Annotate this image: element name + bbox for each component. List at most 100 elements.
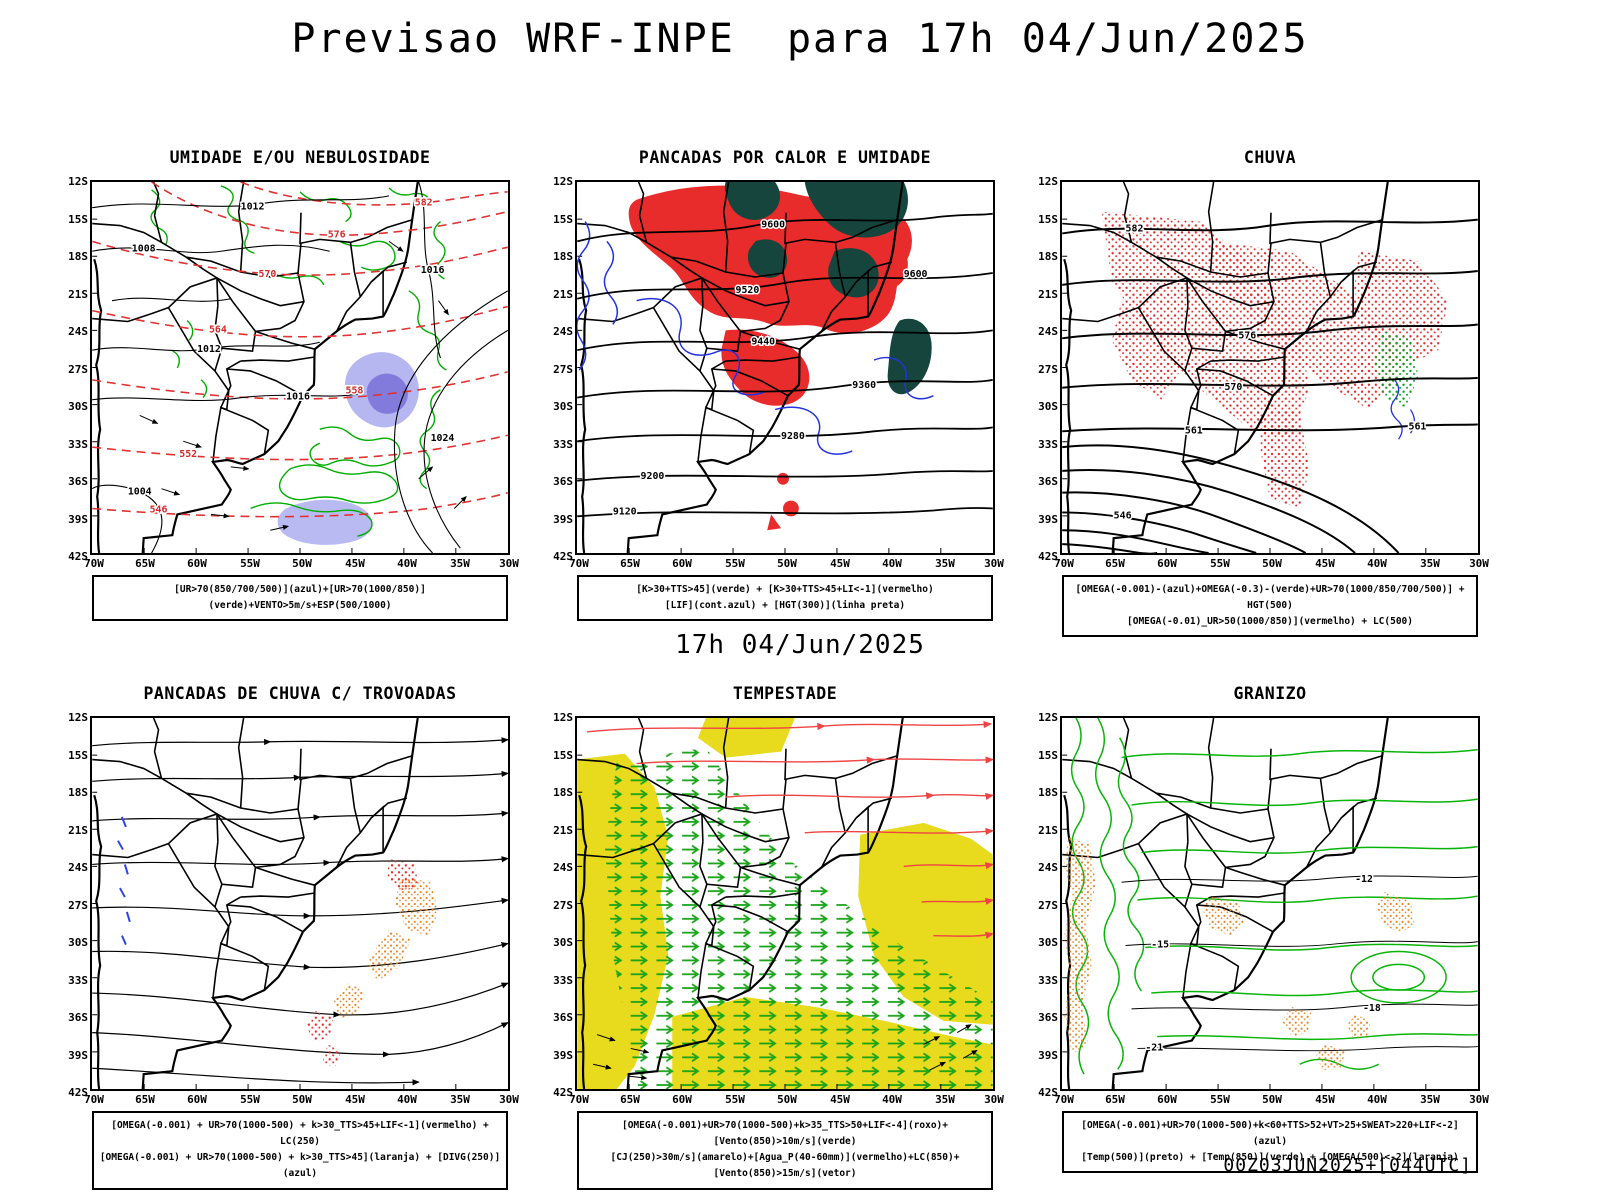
lon-tick-label: 60W [1157,1093,1177,1106]
lon-tick-label: 45W [1315,1093,1335,1106]
lat-axis: 12S 15S 18S 21S 24S 27S 30S 33S 36S 39S 42S [543,175,573,563]
omega-stipple-orange [1064,836,1415,1071]
lat-axis: 12S 15S 18S 21S 24S 27S 30S 33S 36S 39S 42S [543,711,573,1099]
lat-tick-label: 39S [68,1049,88,1062]
svg-text:1024: 1024 [431,433,455,444]
panel-title: GRANIZO [1233,684,1307,703]
lat-tick-label: 18S [1038,786,1058,799]
caption-line: [OMEGA(-0.001)+UR>70(1000-500)+k>35_TTS>… [621,1120,948,1148]
lat-tick-label: 12S [1038,175,1058,188]
lon-tick-label: 30W [984,1093,1004,1106]
lat-tick-label: 36S [68,475,88,488]
lat-tick-label: 27S [553,363,573,376]
svg-text:546: 546 [1114,510,1132,521]
lat-tick-label: 21S [1038,288,1058,301]
lat-tick-label: 12S [553,175,573,188]
lon-tick-label: 35W [1420,557,1440,570]
svg-text:1016: 1016 [421,265,445,276]
svg-text:9600: 9600 [761,220,785,231]
streamlines-black [92,737,508,1086]
lat-tick-label: 18S [553,250,573,263]
panel-umidade: UMIDADE E/OU NEBULOSIDADE 12S 15S 18S 21S 24… [56,148,519,622]
map-frame: 12S 15S 18S 21S 24S 27S 30S 33S 36S 39S 42S [68,175,519,570]
caption-line: [OMEGA(-0.01)_UR>50(1000/850)](vermelho)… [1127,616,1413,628]
lat-tick-label: 15S [68,749,88,762]
hgt300-contours-black [577,212,993,518]
map-chuva: 582 576 570 561 546 561 [1062,182,1478,553]
lat-axis: 12S 15S 18S 21S 24S 27S 30S 33S 36S 39S 42S [1028,711,1058,1099]
lat-tick-label: 30S [553,400,573,413]
lat-tick-label: 39S [1038,1049,1058,1062]
svg-text:1012: 1012 [241,202,265,213]
lat-tick-label: 42S [553,1086,573,1099]
svg-text:558: 558 [346,386,364,397]
svg-text:-18: -18 [1363,1003,1381,1014]
lat-tick-label: 15S [1038,213,1058,226]
map-frame: 12S 15S 18S 21S 24S 27S 30S 33S 36S 39S 42S [1038,711,1489,1106]
lon-tick-label: 50W [1262,557,1282,570]
lat-tick-label: 36S [1038,1011,1058,1024]
lon-tick-label: 65W [135,557,155,570]
thickness-contours-red [92,182,508,518]
lat-tick-label: 42S [68,550,88,563]
lon-tick-label: 40W [1367,1093,1387,1106]
green-humidity-contours [150,185,447,537]
svg-text:1004: 1004 [128,487,152,498]
lon-tick-label: 70W [84,1093,104,1106]
caption-line: [UR>70(850/700/500)](azul)+[UR>70(1000/8… [174,584,426,612]
forecast-subtitle: 17h 04/Jun/2025 [675,630,925,660]
lon-tick-label: 40W [397,557,417,570]
map-frame: 12S 15S 18S 21S 24S 27S 30S 33S 36S 39S 42S [553,175,1004,570]
contour-labels: 1012 1016 1008 1012 1016 1024 1004 582 5… [126,196,456,517]
lon-tick-label: 55W [1210,1093,1230,1106]
svg-text:9280: 9280 [781,431,805,442]
lat-tick-label: 36S [553,475,573,488]
caption-line: [OMEGA(-0.001)+UR>70(1000-500)+k<60+TTS>… [1081,1120,1459,1148]
lat-tick-label: 21S [68,288,88,301]
lat-tick-label: 24S [68,325,88,338]
map-frame: 12S 15S 18S 21S 24S 27S 30S 33S 36S 39S 42S [553,711,1004,1106]
lif-contours-blue [577,221,934,455]
lon-tick-label: 65W [1105,557,1125,570]
contour-labels: 582 576 570 561 546 561 [1112,222,1428,523]
lon-tick-label: 55W [240,557,260,570]
lat-axis: 12S 15S 18S 21S 24S 27S 30S 33S 36S 39S 42S [58,175,88,563]
lon-tick-label: 55W [240,1093,260,1106]
lat-tick-label: 42S [68,1086,88,1099]
lat-tick-label: 24S [68,861,88,874]
lon-tick-label: 40W [397,1093,417,1106]
lat-tick-label: 30S [553,936,573,949]
caption-line: [OMEGA(-0.001)-(azul)+OMEGA(-0.3)-(verde… [1075,584,1465,612]
lon-tick-label: 50W [777,557,797,570]
svg-text:9120: 9120 [613,506,637,517]
lon-tick-label: 60W [672,557,692,570]
lon-tick-label: 35W [1420,1093,1440,1106]
lat-tick-label: 15S [68,213,88,226]
lat-tick-label: 27S [1038,363,1058,376]
lat-tick-label: 30S [1038,936,1058,949]
svg-text:-21: -21 [1145,1042,1163,1053]
lon-tick-label: 50W [292,1093,312,1106]
lat-tick-label: 42S [553,550,573,563]
lon-tick-label: 45W [830,1093,850,1106]
lon-tick-label: 40W [882,1093,902,1106]
lon-tick-label: 60W [187,1093,207,1106]
lat-tick-label: 27S [1038,899,1058,912]
lon-tick-label: 65W [620,557,640,570]
lon-tick-label: 70W [569,557,589,570]
lat-tick-label: 12S [68,711,88,724]
lat-tick-label: 36S [68,1011,88,1024]
wind-arrows [139,240,467,531]
svg-text:576: 576 [1238,330,1256,341]
lat-tick-label: 18S [553,786,573,799]
lat-tick-label: 15S [1038,749,1058,762]
lat-axis: 12S 15S 18S 21S 24S 27S 30S 33S 36S 39S 42S [1028,175,1058,563]
map-frame: 12S 15S 18S 21S 24S 27S 30S 33S 36S 39S 42S [68,711,519,1106]
rain-stipple-green [1374,330,1419,408]
humidity-shading [277,352,419,545]
panel-title: TEMPESTADE [732,684,838,703]
map-pancadas-calor: 9600 9600 9520 9440 9360 9280 9200 9120 [577,182,993,553]
caption-box: [OMEGA(-0.001)-(azul)+OMEGA(-0.3)-(verde… [1062,575,1478,638]
panel-title: PANCADAS POR CALOR E UMIDADE [638,148,932,167]
contour-labels: 9600 9600 9520 9440 9360 9280 9200 9120 [611,218,929,519]
